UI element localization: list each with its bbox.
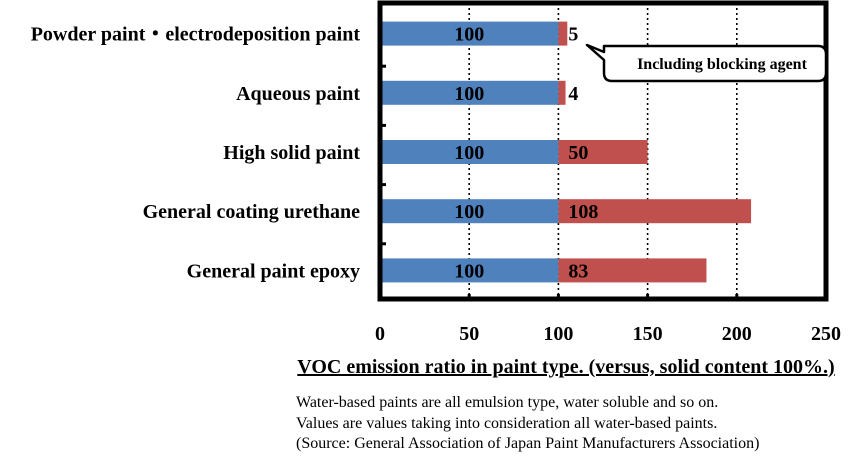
data-label: 108 xyxy=(568,201,598,223)
data-labels: 100 5 100 4 100 50 100 108 100 83 xyxy=(454,24,598,283)
annotation-callout: Including blocking agent xyxy=(585,43,828,83)
data-label: 5 xyxy=(568,24,578,46)
x-axis-title: VOC emission ratio in paint type. (versu… xyxy=(297,356,834,378)
bar-base-segment xyxy=(380,21,559,46)
data-label: 83 xyxy=(568,260,588,282)
bar-base-segment xyxy=(380,258,559,283)
bar-extra-segment xyxy=(558,80,566,105)
note-line-3: (Source: General Association of Japan Pa… xyxy=(296,435,760,452)
data-label: 100 xyxy=(454,201,484,223)
x-tick-label: 200 xyxy=(722,323,752,345)
data-label: 100 xyxy=(454,260,484,282)
x-tick-label: 250 xyxy=(811,323,841,345)
category-label: Powder paint・electrodeposition paint xyxy=(31,24,361,46)
note-line-1: Water-based paints are all emulsion type… xyxy=(296,394,719,411)
bar-base-segment xyxy=(380,140,559,164)
x-tick-label: 150 xyxy=(633,323,663,345)
bar-extra-segment xyxy=(558,21,568,46)
bar-base-segment xyxy=(380,199,559,224)
data-label: 4 xyxy=(568,83,578,105)
category-label: General paint epoxy xyxy=(187,260,360,282)
callout-text: Including blocking agent xyxy=(637,56,808,73)
data-label: 100 xyxy=(454,83,484,105)
x-tick-label: 50 xyxy=(459,323,479,345)
bar-base-segment xyxy=(380,80,559,105)
category-labels: Powder paint・electrodeposition paint Aque… xyxy=(31,24,361,283)
note-line-2: Values are values taking into considerat… xyxy=(296,415,718,432)
callout-box xyxy=(585,43,828,83)
category-label: General coating urethane xyxy=(143,201,361,223)
x-tick-labels: 0 50 100 150 200 250 xyxy=(375,323,841,345)
x-tick-label: 100 xyxy=(543,323,573,345)
data-label: 100 xyxy=(454,142,484,164)
data-label: 100 xyxy=(454,24,484,46)
category-label: High solid paint xyxy=(223,142,360,164)
bar-extra-segment xyxy=(558,258,707,283)
data-label: 50 xyxy=(568,142,588,164)
bar-extra-segment xyxy=(558,199,752,224)
category-label: Aqueous paint xyxy=(236,83,360,105)
plot-area-frame xyxy=(377,0,829,302)
bars xyxy=(380,21,752,283)
x-tick-label: 0 xyxy=(375,323,385,345)
bar-extra-segment xyxy=(558,140,648,164)
